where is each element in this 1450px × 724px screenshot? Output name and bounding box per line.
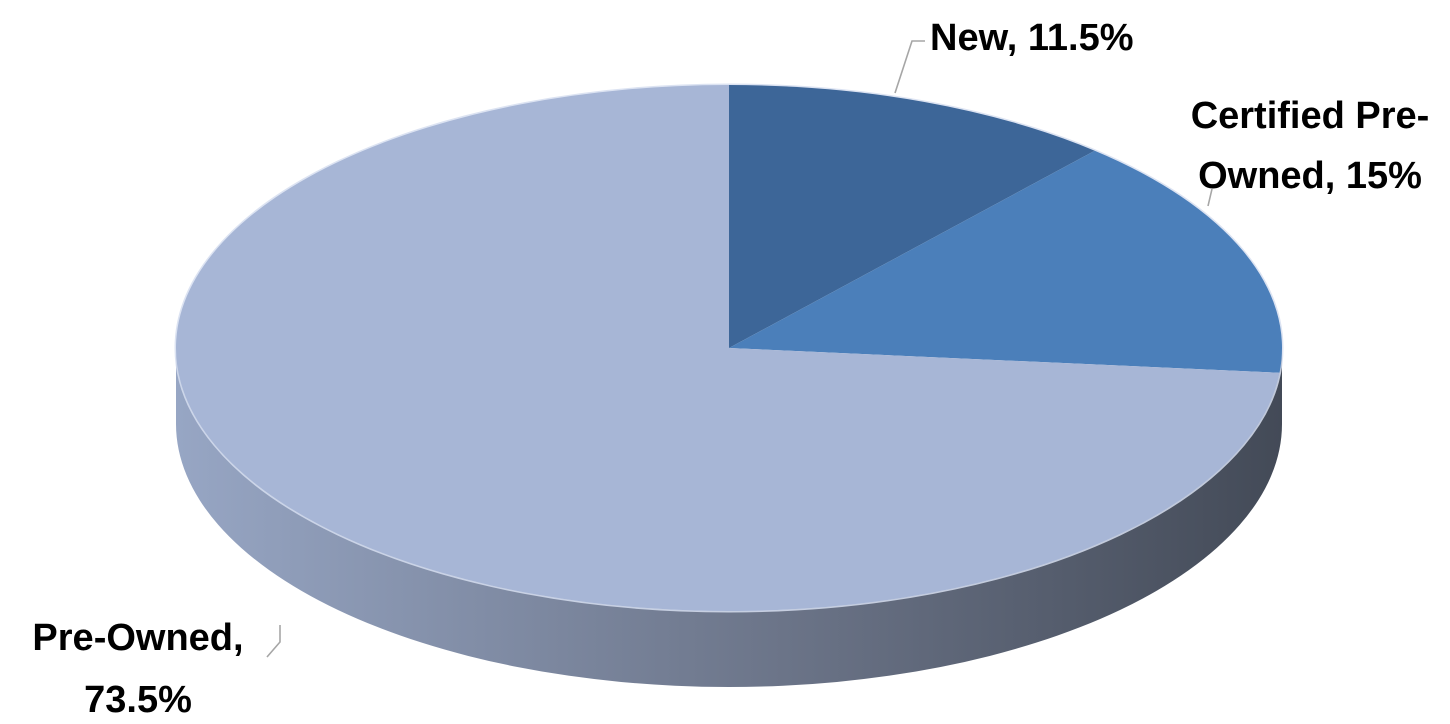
leader-line-certified-pre-owned [1207,188,1213,207]
leader-line-new [894,40,925,94]
pie-slice-new [729,85,1095,348]
pie-side-wall-face [176,348,1282,687]
pie-slices [176,85,1282,611]
pie-slice-pre-owned [176,85,1280,611]
pie-slice-certified-pre-owned [729,150,1282,373]
data-label-pre-owned-line-2: 73.5% [84,679,192,721]
leader-line-pre-owned [266,625,281,658]
data-label-certified-pre-owned-line-1: Certified Pre- [1191,95,1430,137]
leader-lines [266,40,1213,658]
data-label-pre-owned-line-1: Pre-Owned, [32,617,243,659]
data-label-new-line-1: New, 11.5% [930,17,1134,59]
data-label-certified-pre-owned-line-2: Owned, 15% [1198,155,1422,197]
data-labels: New, 11.5% Certified Pre- Owned, 15% Pre-Ow… [32,17,1429,721]
